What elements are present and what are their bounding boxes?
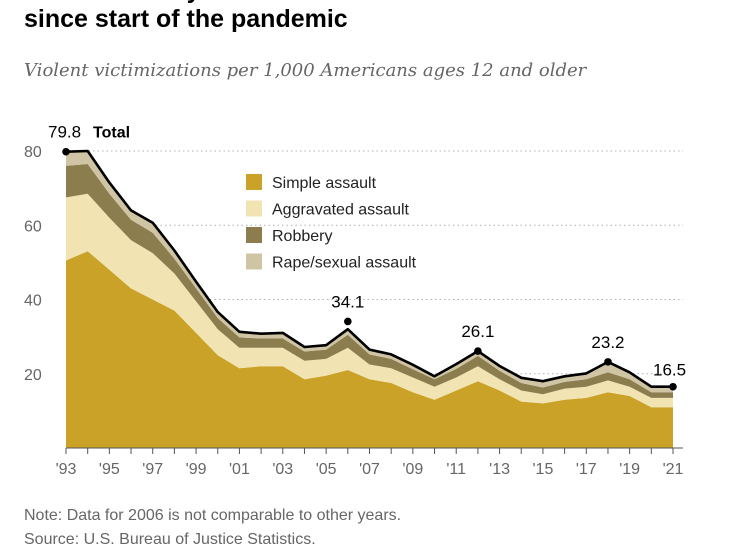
legend-label: Simple assault — [272, 175, 377, 192]
legend-label: Rape/sexual assault — [272, 255, 417, 272]
x-tick-label: '95 — [99, 461, 120, 478]
chart-source: Source: U.S. Bureau of Justice Statistic… — [24, 531, 316, 548]
legend-label: Robbery — [272, 228, 332, 245]
legend-swatch — [246, 253, 262, 270]
x-tick-label: '19 — [619, 461, 640, 478]
area-robbery — [66, 164, 673, 398]
legend-label: Aggravated assault — [272, 202, 410, 219]
x-tick-label: '05 — [316, 461, 337, 478]
axes: 20 40 60 80 '93 '95 '97 '99 '01 '03 '05 '07 '09 '11 '1… — [24, 144, 684, 478]
x-tick-label: '11 — [446, 461, 466, 478]
annotation-dot — [669, 382, 677, 391]
chart-subtitle: Violent victimizations per 1,000 America… — [24, 60, 587, 81]
x-tick-label: '01 — [229, 461, 250, 478]
x-tick-label: '17 — [576, 461, 597, 478]
x-tick-label: '09 — [402, 461, 423, 478]
total-line-layer — [65, 149, 673, 388]
total-line — [65, 149, 673, 388]
annotation-dot — [62, 147, 70, 156]
chart-note: Note: Data for 2006 is not comparable to… — [24, 507, 402, 524]
total-label: Total — [93, 125, 130, 142]
x-tick-label: '97 — [142, 461, 163, 478]
annotation-label: 79.8 — [48, 123, 81, 142]
annotation-label: 34.1 — [331, 292, 364, 311]
area-rape-sexual-assault — [66, 151, 673, 393]
legend: Simple assault Aggravated assault Robbery R… — [246, 174, 417, 272]
legend-swatch — [246, 227, 262, 243]
legend-swatch — [246, 174, 262, 190]
annotation-label: 23.2 — [591, 333, 624, 352]
x-tick-label: '93 — [56, 461, 77, 478]
annotations: 79.8 34.1 26.1 23.2 16.5 Total — [48, 123, 686, 391]
area-layers — [66, 151, 673, 448]
x-tick-label: '21 — [663, 461, 684, 478]
annotation-dot — [474, 347, 482, 355]
x-tick-label: '03 — [272, 461, 293, 478]
y-tick-label: 60 — [24, 218, 42, 235]
x-tick-label: '99 — [186, 461, 207, 478]
legend-swatch — [246, 200, 262, 217]
x-tick-label: '15 — [532, 461, 553, 478]
stacked-area-chart: 20 40 60 80 '93 '95 '97 '99 '01 '03 '05 '07 '09 '11 '1… — [24, 123, 686, 478]
area-aggravated-assault — [66, 193, 673, 408]
chart-title: Federal surveys show no increase in U.S.… — [24, 0, 730, 33]
annotation-label: 16.5 — [653, 361, 686, 380]
x-tick-label: '07 — [359, 461, 380, 478]
y-tick-label: 40 — [24, 293, 42, 310]
annotation-dot — [604, 358, 612, 366]
x-tick-label: '13 — [489, 461, 510, 478]
y-tick-label: 20 — [24, 367, 42, 384]
annotation-label: 26.1 — [461, 322, 494, 341]
y-tick-label: 80 — [24, 144, 42, 161]
annotation-dot — [344, 317, 352, 326]
area-simple-assault — [66, 251, 673, 448]
